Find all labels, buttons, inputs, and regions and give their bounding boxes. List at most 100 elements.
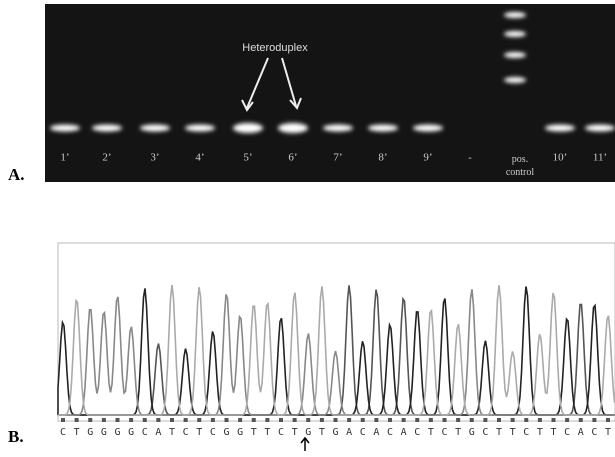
base-call: T [319,427,325,438]
base-call: G [305,427,311,438]
base-call: T [496,427,502,438]
base-call: T [196,427,202,438]
base-call: A [373,427,379,438]
panel-label: B. [8,427,24,446]
base-tick [510,418,515,422]
base-call: C [142,427,148,438]
base-call: T [455,427,461,438]
base-call: T [510,427,516,438]
base-call: G [87,427,93,438]
base-call: C [183,427,189,438]
ladder-band [504,77,526,83]
base-tick [170,418,174,422]
base-tick [238,418,243,422]
base-tick [592,418,597,422]
panel-label: A. [8,165,25,184]
band [92,124,122,132]
arrows [241,57,302,112]
base-call: G [101,427,107,438]
base-call: A [578,427,584,438]
lane-label: 7’ [333,152,342,164]
base-tick [197,418,202,422]
lane-label: 10’ [553,152,568,164]
base-call: C [278,427,284,438]
lane-label: 3’ [150,152,159,164]
base-tick [565,418,570,422]
base-tick [469,418,474,422]
base-tick [401,418,406,422]
base-call: G [128,427,134,438]
base-call: G [332,427,338,438]
base-tick [210,418,215,422]
band [585,124,615,132]
lane-label: 5’ [243,152,252,164]
lane-label: 9’ [423,152,432,164]
base-tick [347,418,352,422]
band [50,124,80,132]
base-call: T [74,427,80,438]
base-tick [537,418,542,422]
base-tick [524,418,529,422]
base-tick [265,418,270,422]
base-tick [606,418,610,422]
base-tick [142,418,147,422]
lane-label: 8’ [378,152,387,164]
base-call: G [114,427,120,438]
base-call: T [292,427,298,438]
base-call: C [564,427,570,438]
base-call: T [169,427,175,438]
lanes: 1’ 2’ 3’ 4’ 5’ 6’ 7’ 8’ 9’ - pos. control 10’ 11’ [50,12,615,178]
traces [57,284,615,416]
base-call: C [387,427,393,438]
lane-label: 4’ [195,152,204,164]
base-tick [129,418,134,422]
band [278,123,308,133]
base-tick [415,418,420,422]
base-tick [428,418,433,422]
base-tick [88,418,93,422]
base-tick [224,418,229,422]
lane-label: 11’ [593,152,607,164]
base-call: T [251,427,257,438]
base-call: T [428,427,434,438]
lane-label: pos. control [506,154,535,178]
base-call: C [210,427,216,438]
band [413,124,443,132]
base-tick [115,418,120,422]
band [323,124,353,132]
base-tick [319,418,324,422]
base-tick [156,418,161,422]
base-tick [183,418,188,422]
lane-label: 1’ [60,152,69,164]
base-tick [360,418,365,422]
base-tick [551,418,556,422]
base-tick [442,418,447,422]
ladder-band [504,12,526,18]
base-tick [497,418,501,422]
band [368,124,398,132]
trace [58,284,615,416]
base-call: C [414,427,420,438]
base-call: C [60,427,66,438]
base-call: A [346,427,352,438]
base-tick [306,418,311,422]
base-call: C [482,427,488,438]
base-call: C [360,427,366,438]
base-call: T [537,427,543,438]
base-call: A [401,427,407,438]
base-call: G [237,427,243,438]
lane-label: 2’ [102,152,111,164]
base-call: T [264,427,270,438]
base-call: C [591,427,597,438]
base-tick [251,418,256,422]
base-call: G [469,427,475,438]
base-tick [456,418,461,422]
base-tick [578,418,583,422]
marker-arrow [300,436,310,451]
ladder-band [504,52,526,58]
band [140,124,170,132]
base-tick [483,418,488,422]
base-call: T [605,427,611,438]
